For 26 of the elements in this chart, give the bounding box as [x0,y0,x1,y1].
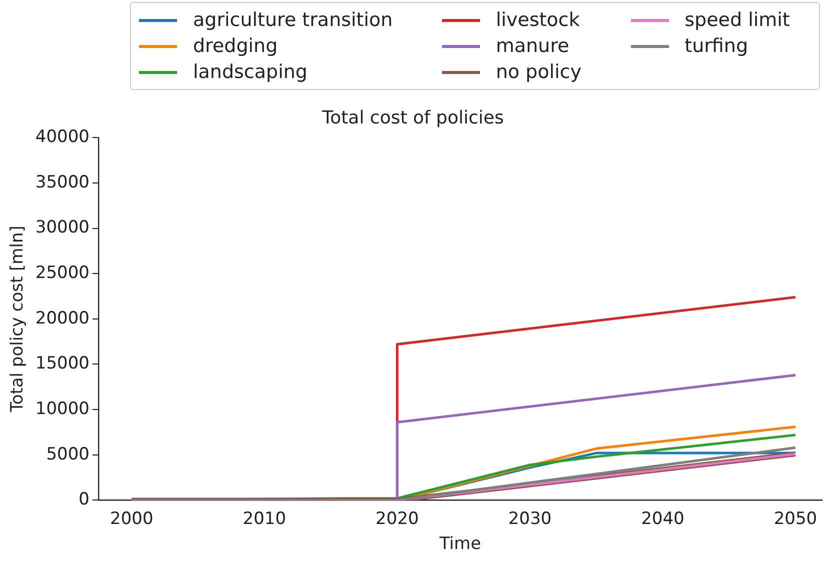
x-tick-label: 2030 [508,508,552,529]
legend-label: livestock [496,9,580,31]
y-tick-label: 40000 [35,127,90,148]
x-tick-label: 2050 [774,508,818,529]
y-tick-label: 25000 [35,262,90,283]
x-axis-title: Time [438,534,482,554]
x-tick-label: 2010 [242,508,286,529]
y-tick-label: 5000 [46,444,90,464]
x-tick-label: 2040 [641,508,684,529]
x-tick-label: 2020 [376,508,419,529]
legend-label: turfing [684,35,748,57]
y-tick-label: 35000 [35,172,90,192]
legend-label: manure [496,35,570,57]
y-tick-label: 0 [78,490,90,510]
chart-title: Total cost of policies [321,107,504,128]
y-tick-label: 15000 [35,354,90,374]
legend-label: agriculture transition [193,9,393,31]
legend-label: dredging [193,35,278,57]
y-axis-title: Total policy cost [mln] [8,226,28,414]
x-tick-label: 2000 [110,508,154,529]
legend-label: speed limit [684,9,790,31]
y-tick-label: 10000 [35,398,90,419]
y-tick-label: 20000 [35,308,90,328]
legend-label: no policy [496,61,582,83]
legend-label: landscaping [193,61,308,83]
y-tick-label: 30000 [35,218,90,238]
